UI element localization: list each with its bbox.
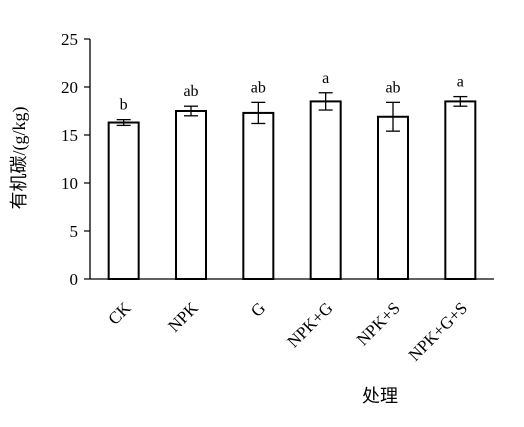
bar <box>444 100 477 281</box>
y-tick-label: 20 <box>61 78 78 97</box>
significance-label: ab <box>183 83 198 100</box>
y-tick-label: 5 <box>70 222 79 241</box>
bar <box>377 115 409 281</box>
bar <box>107 121 140 280</box>
y-tick-label: 10 <box>61 174 78 193</box>
y-axis-title: 有机碳/(g/kg) <box>9 107 30 210</box>
category-label: G <box>247 298 269 320</box>
bar <box>242 111 275 280</box>
x-axis-title: 处理 <box>362 386 398 406</box>
category-label: NPK+G <box>284 298 337 351</box>
significance-label: b <box>120 97 128 114</box>
category-label: NPK+G+S <box>405 298 471 364</box>
bar <box>309 100 342 281</box>
category-label: CK <box>104 298 135 329</box>
significance-label: ab <box>251 79 266 96</box>
y-tick-label: 15 <box>61 126 78 145</box>
y-tick-label: 25 <box>61 30 78 49</box>
y-tick-label: 0 <box>70 270 79 289</box>
significance-label: a <box>322 70 329 87</box>
significance-label: a <box>457 74 464 91</box>
bar <box>175 110 207 280</box>
category-label: NPK <box>164 298 202 336</box>
significance-label: ab <box>385 79 400 96</box>
category-label: NPK+S <box>353 298 404 349</box>
